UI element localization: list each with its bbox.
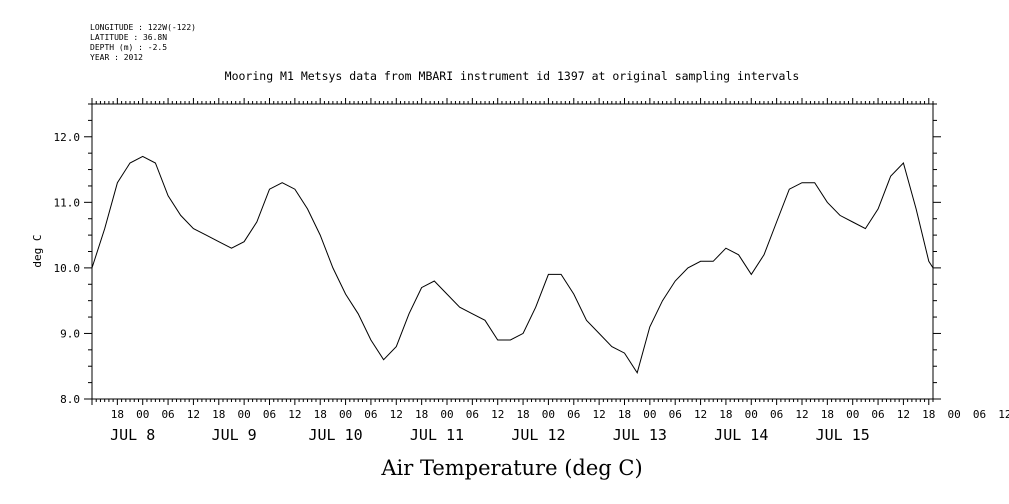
x-date-labels: JUL 8 JUL 9 JUL 10 JUL 11 JUL 12 JUL 13 JUL 14… [110,426,870,444]
x-hour-label: 06 [770,408,783,421]
x-hour-label: 00 [440,408,453,421]
x-hour-label: 00 [948,408,961,421]
x-hour-label: 12 [187,408,200,421]
axis-ticks [84,98,941,405]
header-year: YEAR : 2012 [90,53,143,62]
x-hour-label: 00 [339,408,352,421]
x-hour-label: 18 [821,408,834,421]
x-hour-label: 00 [846,408,859,421]
x-hour-label: 18 [314,408,327,421]
x-date-label: JUL 11 [410,426,464,444]
x-hour-label: 00 [745,408,758,421]
x-date-label: JUL 13 [613,426,667,444]
x-hour-label: 06 [567,408,580,421]
x-date-label: JUL 8 [110,426,155,444]
header-depth: DEPTH (m) : -2.5 [90,43,167,52]
y-tick-label: 10.0 [54,262,81,275]
x-hour-label: 12 [288,408,301,421]
header-latitude: LATITUDE : 36.8N [90,33,167,42]
x-hour-label: 18 [415,408,428,421]
x-hour-label: 12 [795,408,808,421]
x-hour-label: 00 [643,408,656,421]
header-longitude: LONGITUDE : 122W(-122) [90,23,196,32]
y-axis-label: deg C [31,234,44,267]
y-tick-labels: 8.0 9.0 10.0 11.0 12.0 [54,131,81,406]
x-hour-label: 00 [238,408,251,421]
y-tick-label: 11.0 [54,196,81,209]
x-hour-label: 00 [136,408,149,421]
x-hour-label: 12 [593,408,606,421]
x-hour-label: 06 [466,408,479,421]
x-hour-label: 18 [111,408,124,421]
x-hour-label: 18 [618,408,631,421]
x-hour-label: 18 [516,408,529,421]
x-date-label: JUL 10 [308,426,362,444]
y-tick-label: 8.0 [60,393,80,406]
x-hour-label: 12 [694,408,707,421]
y-tick-label: 9.0 [60,327,80,340]
x-hour-label: 18 [212,408,225,421]
x-hour-label: 12 [390,408,403,421]
x-axis-label: Air Temperature (deg C) [380,456,642,480]
x-hour-label: 12 [998,408,1009,421]
y-tick-label: 12.0 [54,131,81,144]
x-hour-label: 18 [719,408,732,421]
x-hour-tick-labels: 18 00 06 12 18 00 06 12 18 00 06 12 18 00 06 12 18 00 06 12… [111,408,1009,421]
x-date-label: JUL 9 [212,426,257,444]
x-hour-label: 18 [922,408,935,421]
x-hour-label: 06 [364,408,377,421]
x-hour-label: 06 [161,408,174,421]
x-date-label: JUL 12 [511,426,565,444]
x-hour-label: 06 [871,408,884,421]
header-info: LONGITUDE : 122W(-122) LATITUDE : 36.8N … [90,23,196,62]
x-hour-label: 06 [973,408,986,421]
x-hour-label: 00 [542,408,555,421]
x-hour-label: 12 [491,408,504,421]
x-date-label: JUL 15 [816,426,870,444]
x-hour-label: 06 [263,408,276,421]
plot-frame [91,103,934,400]
x-hour-label: 06 [669,408,682,421]
chart-title: Mooring M1 Metsys data from MBARI instru… [225,69,800,83]
series-line [91,155,934,375]
x-hour-label: 12 [897,408,910,421]
x-date-label: JUL 14 [714,426,768,444]
